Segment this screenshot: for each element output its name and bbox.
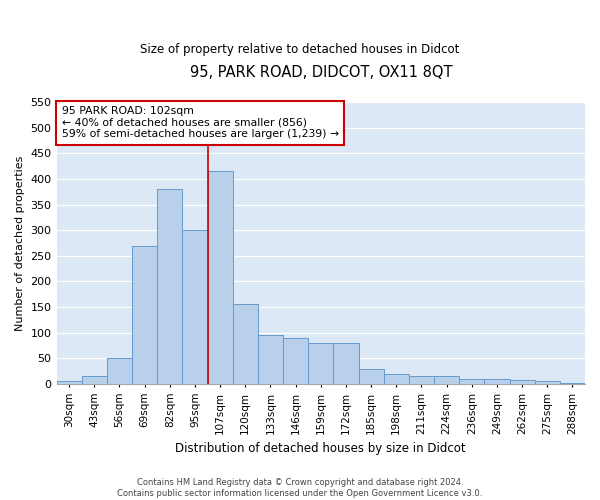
Bar xyxy=(334,343,359,384)
Bar xyxy=(56,382,82,384)
Bar xyxy=(157,189,182,384)
Bar xyxy=(459,379,484,384)
Bar xyxy=(359,368,383,384)
Bar xyxy=(208,171,233,384)
Bar xyxy=(409,376,434,384)
Bar xyxy=(383,374,409,384)
X-axis label: Distribution of detached houses by size in Didcot: Distribution of detached houses by size … xyxy=(175,442,466,455)
Bar xyxy=(509,380,535,384)
Text: Size of property relative to detached houses in Didcot: Size of property relative to detached ho… xyxy=(140,42,460,56)
Bar xyxy=(283,338,308,384)
Bar xyxy=(560,383,585,384)
Bar xyxy=(484,379,509,384)
Bar xyxy=(182,230,208,384)
Text: Contains HM Land Registry data © Crown copyright and database right 2024.
Contai: Contains HM Land Registry data © Crown c… xyxy=(118,478,482,498)
Text: 95 PARK ROAD: 102sqm
← 40% of detached houses are smaller (856)
59% of semi-deta: 95 PARK ROAD: 102sqm ← 40% of detached h… xyxy=(62,106,339,140)
Y-axis label: Number of detached properties: Number of detached properties xyxy=(15,156,25,330)
Bar xyxy=(107,358,132,384)
Bar xyxy=(535,382,560,384)
Bar xyxy=(308,343,334,384)
Bar xyxy=(233,304,258,384)
Bar xyxy=(132,246,157,384)
Bar xyxy=(434,376,459,384)
Bar xyxy=(258,335,283,384)
Title: 95, PARK ROAD, DIDCOT, OX11 8QT: 95, PARK ROAD, DIDCOT, OX11 8QT xyxy=(190,65,452,80)
Bar xyxy=(82,376,107,384)
